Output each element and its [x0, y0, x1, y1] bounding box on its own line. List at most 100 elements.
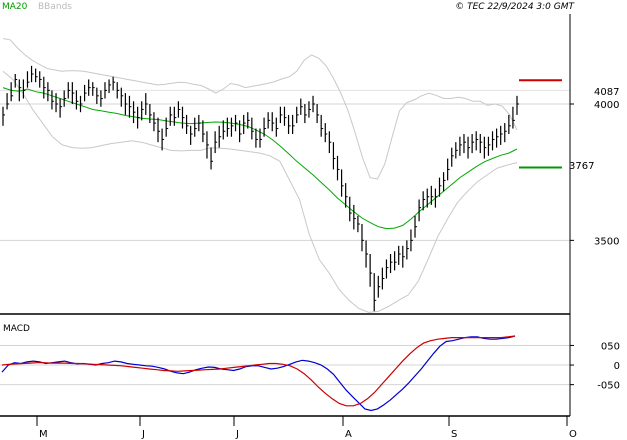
price-bar	[365, 240, 369, 268]
price-bar	[361, 224, 364, 252]
price-bar	[357, 215, 360, 233]
copyright-text: © TEC 22/9/2024 3:0 GMT	[455, 2, 575, 12]
price-bars	[2, 65, 519, 312]
axes: 4000 3500 050 0 -050 M J J A S O	[36, 100, 620, 440]
bb-lower-line	[2, 70, 518, 313]
price-bar	[161, 128, 165, 151]
price-bar	[308, 101, 311, 118]
resistance-label: 4087	[594, 87, 619, 98]
price-bar	[108, 79, 112, 94]
price-bar	[463, 134, 466, 154]
price-bar	[336, 155, 340, 181]
price-bar	[381, 267, 385, 290]
price-bar	[112, 76, 116, 91]
price-bar	[51, 90, 54, 110]
price-bar	[145, 93, 148, 115]
price-bar	[471, 134, 475, 154]
price-bar	[10, 82, 14, 102]
price-bar	[328, 131, 332, 154]
price-bar	[190, 125, 193, 145]
price-bar	[218, 125, 222, 148]
price-bar	[373, 273, 377, 312]
price-bar	[14, 74, 18, 88]
price-bar	[292, 114, 295, 134]
price-bar	[267, 112, 271, 129]
x-tick-label: S	[451, 429, 457, 440]
price-bar	[177, 101, 181, 118]
price-bar	[369, 254, 373, 287]
price-bar	[234, 114, 238, 132]
bollinger-bands	[2, 38, 518, 313]
price-bar	[181, 106, 185, 129]
macd-ytick-label: 0	[614, 361, 620, 372]
x-tick-label: O	[569, 429, 577, 440]
price-bar	[35, 68, 38, 83]
price-bar	[63, 90, 67, 107]
price-bar	[132, 101, 136, 124]
price-bar	[226, 117, 230, 137]
price-bar	[2, 106, 5, 126]
price-bar	[47, 82, 50, 102]
price-bar	[430, 185, 434, 205]
price-bar	[210, 147, 214, 170]
price-bar	[475, 131, 479, 151]
price-bar	[239, 120, 242, 143]
price-bar	[422, 191, 426, 211]
price-bar	[230, 117, 234, 137]
price-bar	[312, 95, 316, 113]
price-bar	[185, 114, 189, 134]
price-bar	[516, 95, 519, 115]
price-bar	[377, 275, 381, 298]
price-bar	[389, 254, 393, 274]
price-bar	[398, 245, 401, 265]
price-bar	[96, 87, 99, 104]
price-bar	[406, 240, 409, 260]
x-tick-label: J	[235, 429, 239, 440]
grid	[0, 89, 570, 386]
price-bar	[491, 131, 495, 151]
price-bar	[169, 106, 173, 126]
price-bar	[6, 93, 10, 110]
price-bar	[18, 79, 22, 102]
price-bar	[83, 84, 87, 102]
price-bar	[251, 117, 254, 140]
price-bar	[100, 90, 103, 107]
price-bar	[508, 114, 511, 134]
price-bar	[149, 104, 152, 124]
price-bar	[255, 128, 258, 148]
price-bar	[71, 82, 75, 104]
price-bar	[324, 123, 328, 143]
price-bar	[116, 82, 120, 99]
price-bar	[128, 95, 132, 118]
price-bar	[455, 142, 458, 159]
price-bar	[124, 93, 128, 115]
macd-ytick-label: 050	[601, 341, 620, 352]
price-bar	[349, 196, 352, 222]
price-bar	[340, 169, 344, 197]
price-bar	[426, 188, 430, 208]
price-bar	[22, 79, 26, 99]
price-bar	[287, 114, 291, 134]
macd-line	[1, 335, 516, 412]
price-bar	[385, 259, 389, 279]
price-bar	[194, 117, 197, 137]
price-bar	[202, 120, 205, 143]
x-tick-label: J	[141, 429, 145, 440]
price-bar	[402, 245, 405, 268]
price-bar	[345, 183, 348, 208]
price-bar	[496, 128, 499, 148]
legend-ma20: MA20	[2, 2, 28, 12]
macd-panel	[1, 335, 516, 412]
price-bar	[459, 136, 462, 156]
bb-upper-line	[2, 38, 518, 180]
price-bar	[67, 82, 71, 99]
price-bar	[120, 87, 124, 107]
price-bar	[137, 106, 140, 129]
price-bar	[104, 82, 107, 99]
price-bar	[26, 71, 30, 88]
support-resistance-levels	[519, 79, 562, 169]
price-bar	[483, 136, 487, 159]
price-bar	[222, 120, 226, 140]
price-bar	[75, 90, 79, 110]
